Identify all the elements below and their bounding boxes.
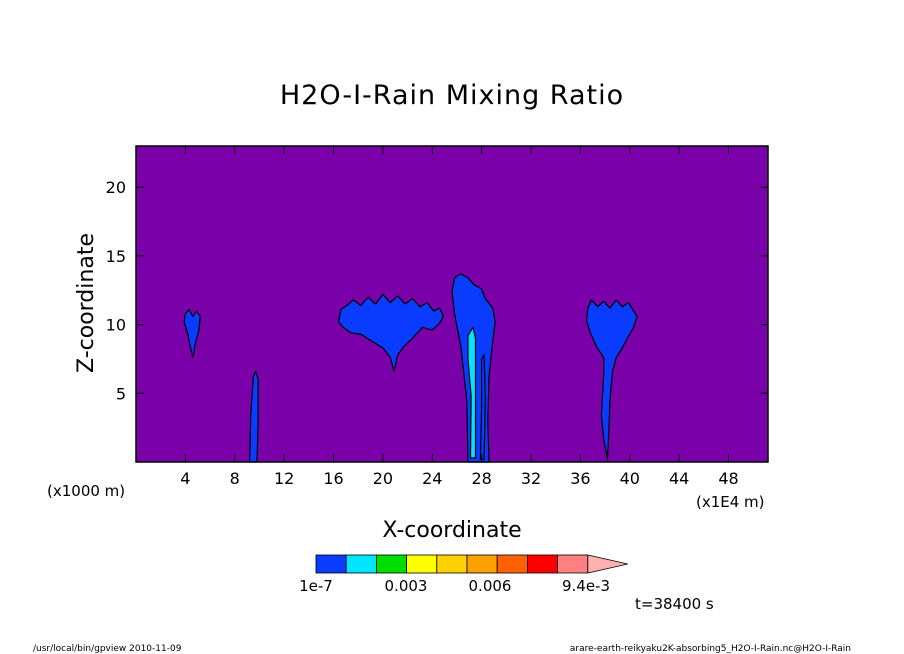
x-tick-label: 16	[323, 469, 343, 488]
y-tick-label: 5	[116, 384, 126, 403]
x-tick-label: 40	[620, 469, 640, 488]
y-tick-label: 20	[106, 178, 126, 197]
colorbar: 1e-7 0.003 0.006 9.4e-3	[299, 554, 628, 595]
x-tick-label: 8	[230, 469, 240, 488]
y-tick-label: 10	[106, 316, 126, 335]
core-inner	[467, 326, 477, 459]
colorbar-segment	[406, 554, 438, 574]
x-unit-label: (x1000 m)	[47, 482, 125, 500]
colorbar-tick-label: 1e-7	[299, 577, 333, 595]
x-axis: 4 8 12 16 20 24 28 32 36 40 44 48	[180, 146, 739, 488]
cloud-2	[337, 293, 444, 372]
plot-area	[135, 145, 769, 463]
x-axis-title: X-coordinate	[382, 518, 521, 543]
chart-title: H2O-I-Rain Mixing Ratio	[280, 80, 624, 111]
colorbar-segment	[436, 554, 468, 574]
x-tick-label: 12	[274, 469, 294, 488]
cloud-1	[183, 308, 201, 359]
colorbar-segment	[345, 554, 377, 574]
core-strand	[479, 354, 486, 460]
plot-background	[136, 146, 768, 462]
footer-left: /usr/local/bin/gpview 2010-11-09	[33, 644, 182, 654]
y-axis: 5 10 15 20	[106, 178, 768, 403]
colorbar-tick-label: 0.006	[469, 577, 512, 595]
y-tick-label: 15	[106, 247, 126, 266]
x-tick-label: 36	[570, 469, 590, 488]
shaft-1	[249, 370, 259, 463]
x-tick-label: 32	[521, 469, 541, 488]
x-tick-label: 28	[471, 469, 491, 488]
x-tick-label: 4	[180, 469, 190, 488]
colorbar-segment	[466, 554, 498, 574]
x-tick-label: 48	[718, 469, 738, 488]
x-scale-label: (x1E4 m)	[696, 493, 765, 511]
time-label: t=38400 s	[635, 595, 714, 613]
colorbar-segment	[557, 554, 589, 574]
colorbar-extend-arrow	[587, 554, 628, 574]
x-tick-label: 20	[373, 469, 393, 488]
cloud-3	[585, 299, 638, 460]
colorbar-segment	[527, 554, 559, 574]
colorbar-segment	[315, 554, 347, 574]
y-axis-title: Z-coordinate	[74, 233, 99, 373]
colorbar-segment	[496, 554, 528, 574]
x-tick-label: 24	[422, 469, 442, 488]
footer-right: arare-earth-reikyaku2K-absorbing5_H2O-I-…	[570, 644, 851, 654]
colorbar-segment	[375, 554, 407, 574]
colorbar-tick-label: 9.4e-3	[562, 577, 610, 595]
colorbar-tick-label: 0.003	[385, 577, 428, 595]
plot-frame	[135, 145, 769, 463]
x-tick-label: 44	[669, 469, 689, 488]
